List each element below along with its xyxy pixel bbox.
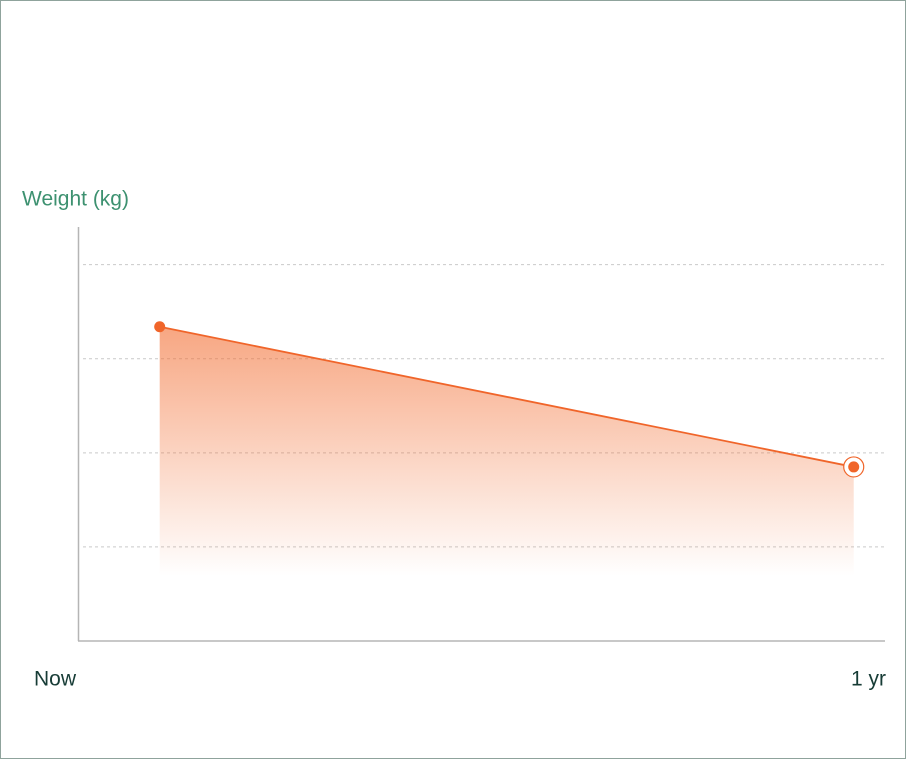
point [848, 461, 860, 473]
line [159, 325, 854, 468]
y-axis-label: Weight (kg) [22, 188, 129, 211]
x-tick-label: Now [34, 668, 77, 691]
area-fill [159, 326, 854, 576]
point [154, 321, 166, 333]
x-tick-label: 1 yr [851, 668, 886, 691]
